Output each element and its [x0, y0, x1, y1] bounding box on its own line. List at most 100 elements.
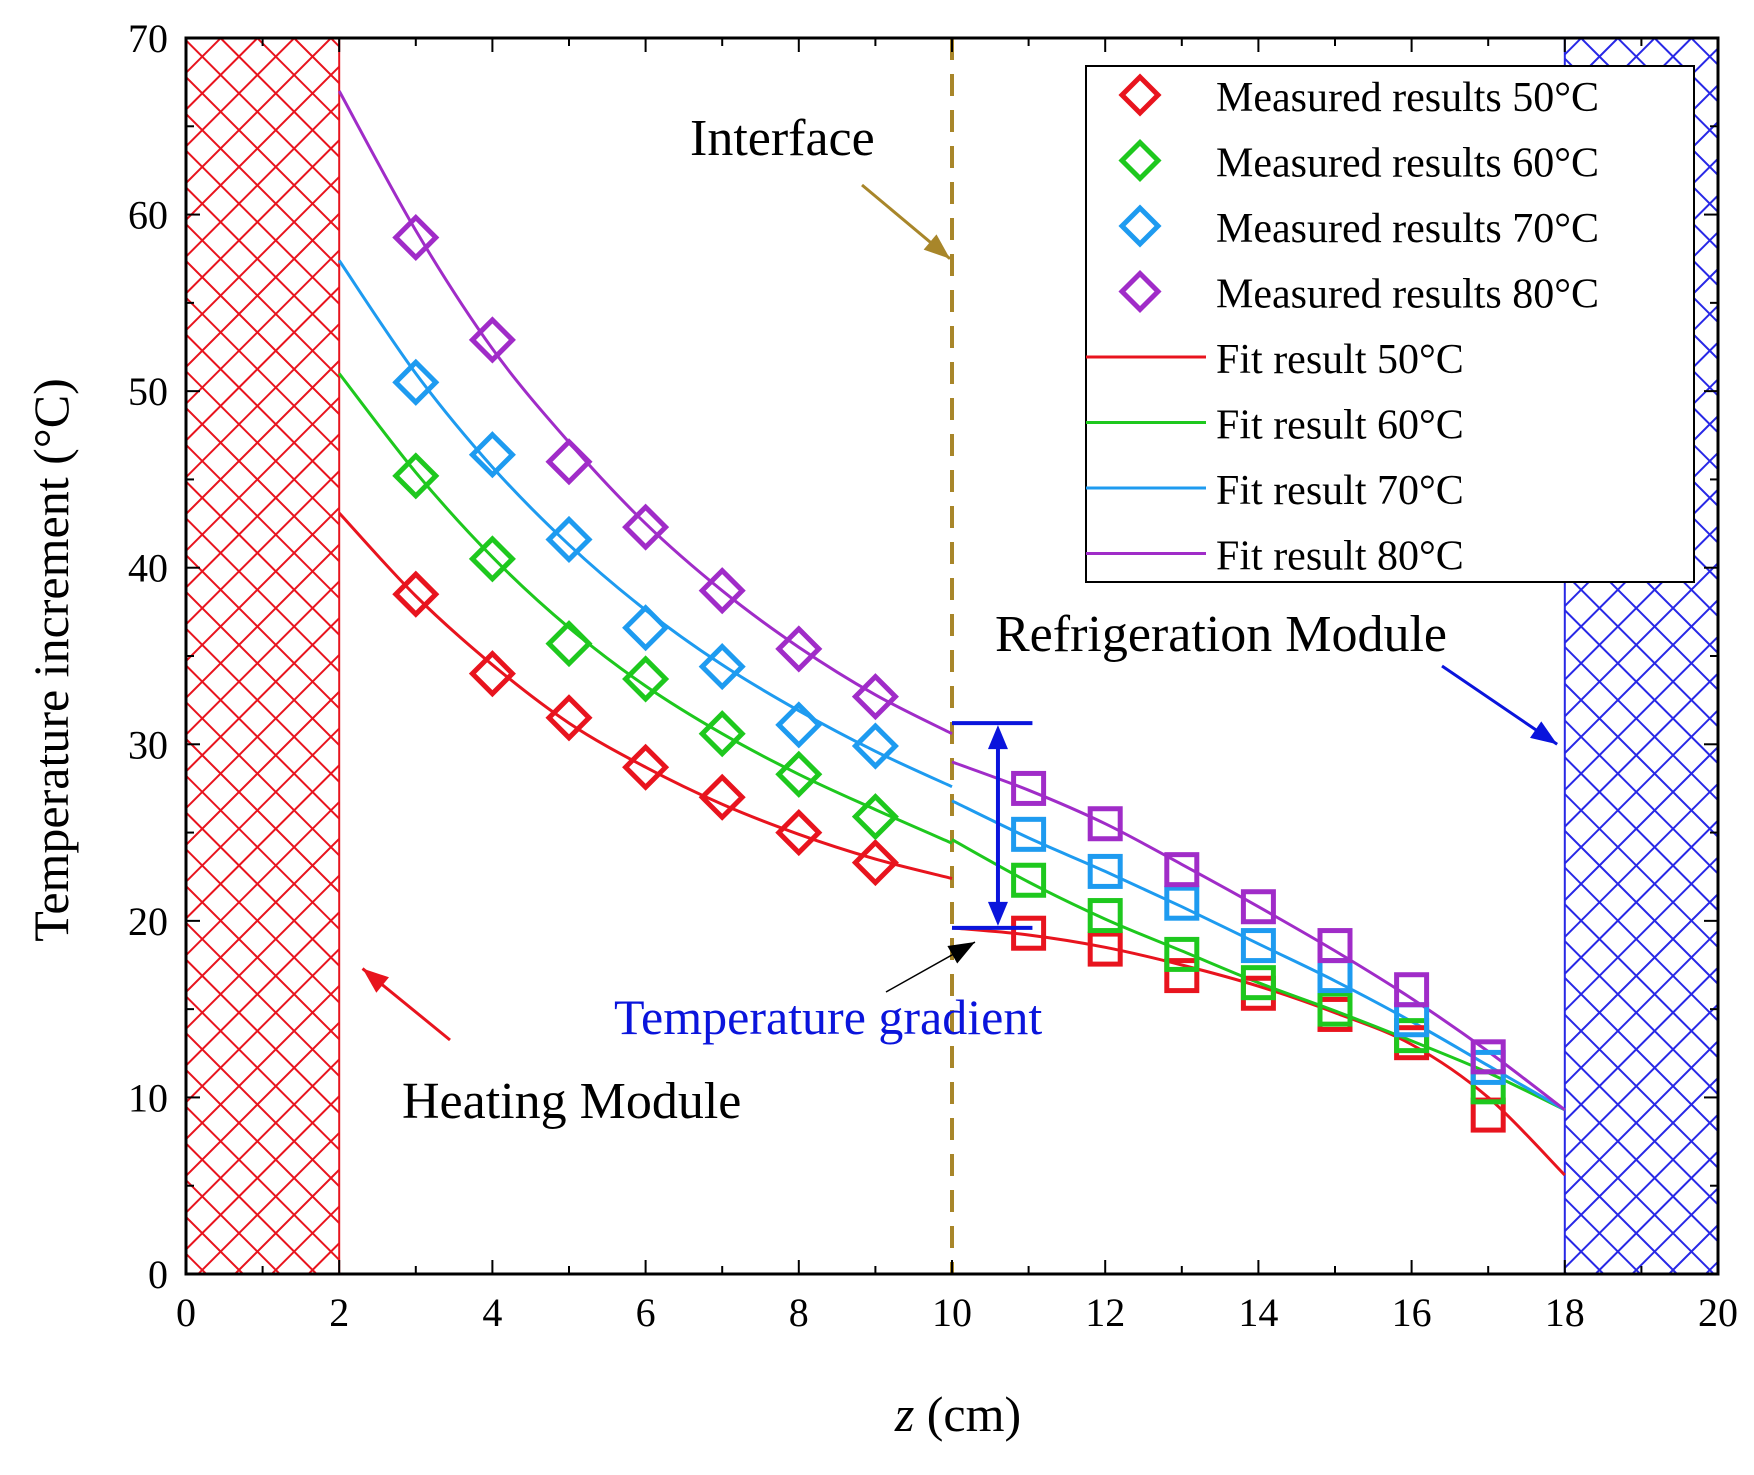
x-tick-label: 20: [1698, 1290, 1738, 1335]
measured-point-s60: [698, 710, 746, 758]
measured-point-s60: [1087, 898, 1123, 934]
measured-point-s50: [1164, 958, 1200, 994]
measured-point-s70: [1164, 885, 1200, 921]
measured-point-s80: [545, 438, 593, 486]
legend-marker-s60: [1118, 138, 1162, 183]
measured-point-s80: [1240, 889, 1276, 925]
y-tick-label: 30: [128, 722, 168, 767]
markers-layer: [392, 213, 1506, 1133]
measured-point-s50: [1011, 915, 1047, 951]
measured-point-s70: [698, 643, 746, 691]
y-tick-label: 40: [128, 546, 168, 591]
legend-label-measured-s60: Measured results 60°C: [1216, 141, 1599, 187]
measured-point-s60: [851, 793, 899, 841]
measured-point-s70: [851, 722, 899, 770]
x-tick-label: 8: [789, 1290, 809, 1335]
measured-point-s80: [1011, 770, 1047, 806]
measured-point-s60: [545, 620, 593, 668]
measured-point-s80: [851, 673, 899, 721]
legend-label-measured-s50: Measured results 50°C: [1216, 75, 1599, 121]
fit-line-s50-right: [951, 926, 1566, 1177]
interface-label: Interface: [690, 110, 875, 167]
y-tick-label: 10: [128, 1075, 168, 1120]
measured-point-s80: [468, 316, 516, 364]
y-tick-label: 0: [148, 1252, 168, 1297]
refrigeration-arrow-head: [1530, 721, 1558, 745]
temperature-gradient-label: Temperature gradient: [614, 989, 1042, 1045]
legend-box: [1085, 65, 1695, 583]
x-axis-label: z (cm): [894, 1386, 1021, 1442]
gradient-arrow-head: [947, 942, 975, 964]
measured-point-s50: [775, 809, 823, 857]
measured-point-s50: [1394, 1025, 1430, 1061]
x-tick-label: 18: [1545, 1290, 1585, 1335]
measured-point-s60: [775, 750, 823, 798]
legend-label-fit-s60: Fit result 60°C: [1216, 403, 1464, 449]
measured-point-s70: [468, 431, 516, 479]
fit-line-s80-left: [337, 90, 953, 736]
measured-point-s70: [622, 604, 670, 652]
x-tick-label: 2: [329, 1290, 349, 1335]
measured-point-s50: [1470, 1097, 1506, 1133]
legend: Measured results 50°C Measured results 60…: [1085, 65, 1695, 583]
x-tick-label: 6: [636, 1290, 656, 1335]
legend-label-measured-s80: Measured results 80°C: [1216, 272, 1599, 318]
y-tick-label: 70: [128, 16, 168, 61]
refrigeration-module-label: Refrigeration Module: [995, 606, 1447, 663]
x-tick-label: 0: [176, 1290, 196, 1335]
measured-point-s80: [1164, 852, 1200, 888]
measured-point-s70: [1240, 928, 1276, 964]
x-tick-label: 10: [932, 1290, 972, 1335]
measured-point-s80: [698, 567, 746, 615]
measured-point-s60: [468, 535, 516, 583]
measured-point-s60: [1164, 936, 1200, 972]
fit-line-s70-right: [951, 799, 1566, 1112]
measured-point-s70: [775, 701, 823, 749]
heating-zone: [185, 37, 341, 1275]
measured-point-s50: [698, 773, 746, 821]
measured-point-s70: [1087, 853, 1123, 889]
measured-point-s60: [1317, 991, 1353, 1027]
x-tick-label: 12: [1085, 1290, 1125, 1335]
measured-point-s50: [622, 743, 670, 791]
heating-module-label: Heating Module: [402, 1073, 741, 1130]
measured-point-s80: [392, 213, 440, 262]
fit-line-s80-right: [951, 760, 1566, 1111]
y-axis-label: Temperature increment (°C): [23, 378, 79, 941]
measured-point-s50: [851, 839, 899, 887]
heating-arrow-head: [362, 968, 389, 993]
y-tick-label: 20: [128, 899, 168, 944]
interface-arrow-head: [923, 234, 950, 259]
measured-point-s60: [1240, 965, 1276, 1001]
legend-label-measured-s70: Measured results 70°C: [1216, 206, 1599, 252]
legend-marker-s50: [1118, 73, 1162, 117]
x-tick-label: 4: [482, 1290, 502, 1335]
measured-point-s70: [1011, 816, 1047, 852]
measured-point-s80: [622, 503, 670, 551]
measured-point-s80: [1087, 806, 1123, 842]
measured-point-s80: [1317, 928, 1353, 964]
measured-point-s70: [545, 515, 593, 563]
legend-label-fit-s50: Fit result 50°C: [1216, 337, 1464, 383]
legend-label-fit-s80: Fit result 80°C: [1216, 534, 1464, 580]
y-tick-label: 50: [128, 369, 168, 414]
plot-frame: [184, 36, 1720, 1276]
annotations-layer: [361, 183, 1558, 1042]
measured-point-s70: [392, 358, 440, 406]
plot-frame-layer: [184, 36, 1720, 1276]
fit-line-s50-left: [338, 511, 953, 880]
fit-line-s60-right: [951, 838, 1566, 1112]
y-tick-label: 60: [128, 193, 168, 238]
measured-point-s60: [622, 655, 670, 703]
gradient-head-bottom: [987, 901, 1008, 926]
legend-label-fit-s70: Fit result 70°C: [1216, 468, 1464, 514]
legend-items: Measured results 50°C Measured results 60…: [1086, 73, 1599, 580]
legend-marker-s70: [1118, 204, 1162, 248]
gradient-head-top: [987, 725, 1008, 750]
axes-layer: 0 2 4 6 8 10 12 14 16 18 20 0 10 20 30 40 50 60 70: [128, 16, 1738, 1335]
measured-point-s60: [392, 452, 440, 500]
measured-point-s50: [545, 694, 593, 742]
legend-marker-s80: [1118, 269, 1162, 314]
